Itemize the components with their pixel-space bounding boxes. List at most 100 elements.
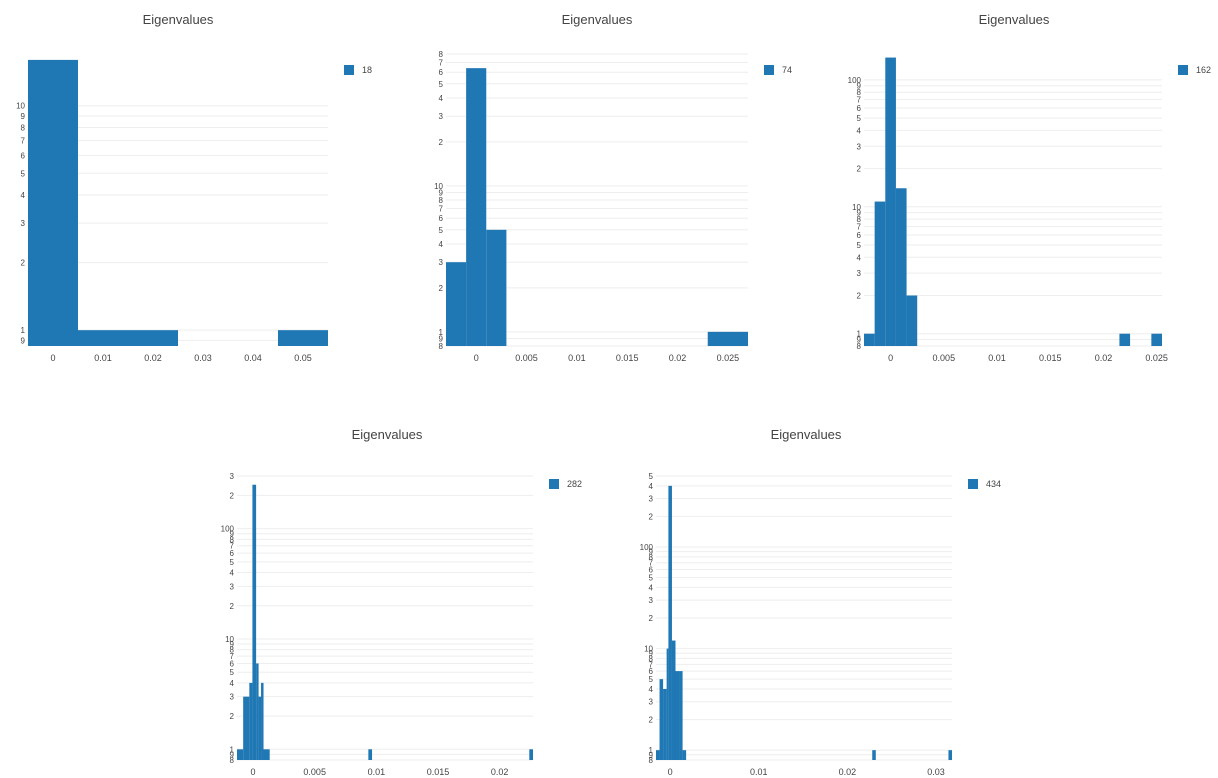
- x-tick-label: 0.015: [1039, 353, 1062, 363]
- y-tick-label: 2: [439, 284, 444, 293]
- y-tick-label: 3: [649, 495, 654, 504]
- histogram-bar: [707, 331, 748, 346]
- y-tick-label: 10: [644, 645, 653, 654]
- y-tick-label: 6: [230, 549, 235, 558]
- histogram-bar: [368, 749, 373, 760]
- histogram-bar: [659, 679, 664, 760]
- y-tick-label: 6: [649, 667, 654, 676]
- y-tick-label: 4: [649, 685, 654, 694]
- y-tick-label: 9: [21, 112, 26, 121]
- y-tick-label: 100: [221, 525, 235, 534]
- histogram-bar: [237, 749, 244, 760]
- y-tick-label: 9: [857, 82, 862, 91]
- y-tick-label: 3: [230, 582, 235, 591]
- y-tick-label: 2: [230, 602, 235, 611]
- y-tick-label: 5: [230, 558, 235, 567]
- y-tick-label: 3: [439, 112, 444, 121]
- y-tick-label: 4: [649, 482, 654, 491]
- histogram-bar: [486, 229, 507, 346]
- y-tick-label: 8: [857, 88, 862, 97]
- legend-swatch[interactable]: [968, 479, 978, 489]
- y-tick-label: 9: [649, 649, 654, 658]
- histogram-bar: [656, 750, 660, 760]
- y-tick-label: 1: [649, 746, 654, 755]
- y-tick-label: 7: [857, 222, 862, 231]
- y-tick-label: 7: [439, 58, 444, 67]
- y-tick-label: 5: [649, 574, 654, 583]
- histogram-bar: [666, 648, 669, 760]
- x-tick-label: 0: [668, 767, 673, 777]
- x-tick-label: 0.025: [1145, 353, 1168, 363]
- y-tick-label: 3: [230, 472, 235, 481]
- y-tick-label: 4: [649, 583, 654, 592]
- y-tick-label: 8: [649, 553, 654, 562]
- y-tick-label: 2: [857, 165, 862, 174]
- x-tick-label: 0.01: [94, 353, 112, 363]
- y-tick-label: 2: [649, 614, 654, 623]
- histogram-bar: [256, 663, 259, 760]
- histogram-bar: [1151, 333, 1162, 346]
- y-tick-label: 8: [649, 654, 654, 663]
- y-tick-label: 5: [649, 675, 654, 684]
- y-tick-label: 3: [439, 258, 444, 267]
- x-tick-label: 0.025: [717, 353, 740, 363]
- y-tick-label: 4: [857, 126, 862, 135]
- x-tick-label: 0: [474, 353, 479, 363]
- y-tick-label: 9: [230, 750, 235, 759]
- y-tick-label: 4: [439, 240, 444, 249]
- legend-label[interactable]: 74: [782, 65, 792, 75]
- y-tick-label: 5: [649, 472, 654, 481]
- y-tick-label: 4: [857, 253, 862, 262]
- legend-label[interactable]: 434: [986, 479, 1001, 489]
- legend-label[interactable]: 162: [1196, 65, 1211, 75]
- histogram-bar: [864, 333, 875, 346]
- legend-swatch[interactable]: [764, 65, 774, 75]
- x-tick-label: 0.05: [294, 353, 312, 363]
- y-tick-label: 8: [857, 342, 862, 351]
- legend-label[interactable]: 282: [567, 479, 582, 489]
- x-tick-label: 0.04: [244, 353, 262, 363]
- y-tick-label: 8: [230, 535, 235, 544]
- chart-title: Eigenvalues: [143, 12, 214, 27]
- y-tick-label: 2: [649, 512, 654, 521]
- y-tick-label: 10: [434, 182, 443, 191]
- y-tick-label: 4: [21, 191, 26, 200]
- y-tick-label: 8: [230, 646, 235, 655]
- y-tick-label: 7: [21, 136, 26, 145]
- y-tick-label: 8: [21, 123, 26, 132]
- y-tick-label: 100: [848, 76, 862, 85]
- legend-swatch[interactable]: [344, 65, 354, 75]
- legend-swatch[interactable]: [549, 479, 559, 489]
- y-tick-label: 1: [21, 326, 26, 335]
- y-tick-label: 7: [230, 652, 235, 661]
- histogram-bar: [261, 682, 264, 760]
- y-tick-label: 8: [230, 756, 235, 765]
- histogram-bar: [675, 671, 680, 760]
- y-tick-label: 5: [21, 169, 26, 178]
- histogram-bar: [682, 750, 687, 760]
- y-tick-label: 7: [857, 96, 862, 105]
- y-tick-label: 100: [640, 543, 654, 552]
- y-tick-label: 5: [857, 241, 862, 250]
- histogram-bar: [263, 749, 266, 760]
- histogram-bar: [258, 696, 262, 760]
- histogram-bar: [1119, 333, 1131, 346]
- y-tick-label: 9: [439, 335, 444, 344]
- x-tick-label: 0: [50, 353, 55, 363]
- histogram-bar: [249, 682, 253, 760]
- histogram-bar: [663, 689, 667, 760]
- y-tick-label: 5: [439, 226, 444, 235]
- y-tick-label: 6: [649, 566, 654, 575]
- legend-swatch[interactable]: [1178, 65, 1188, 75]
- x-tick-label: 0.01: [568, 353, 586, 363]
- histogram-bar: [885, 57, 896, 347]
- x-tick-label: 0.02: [491, 767, 509, 777]
- x-tick-label: 0.015: [616, 353, 639, 363]
- histogram-bar: [874, 201, 886, 346]
- y-tick-label: 9: [857, 336, 862, 345]
- x-tick-label: 0: [251, 767, 256, 777]
- legend-label[interactable]: 18: [362, 65, 372, 75]
- x-tick-label: 0: [888, 353, 893, 363]
